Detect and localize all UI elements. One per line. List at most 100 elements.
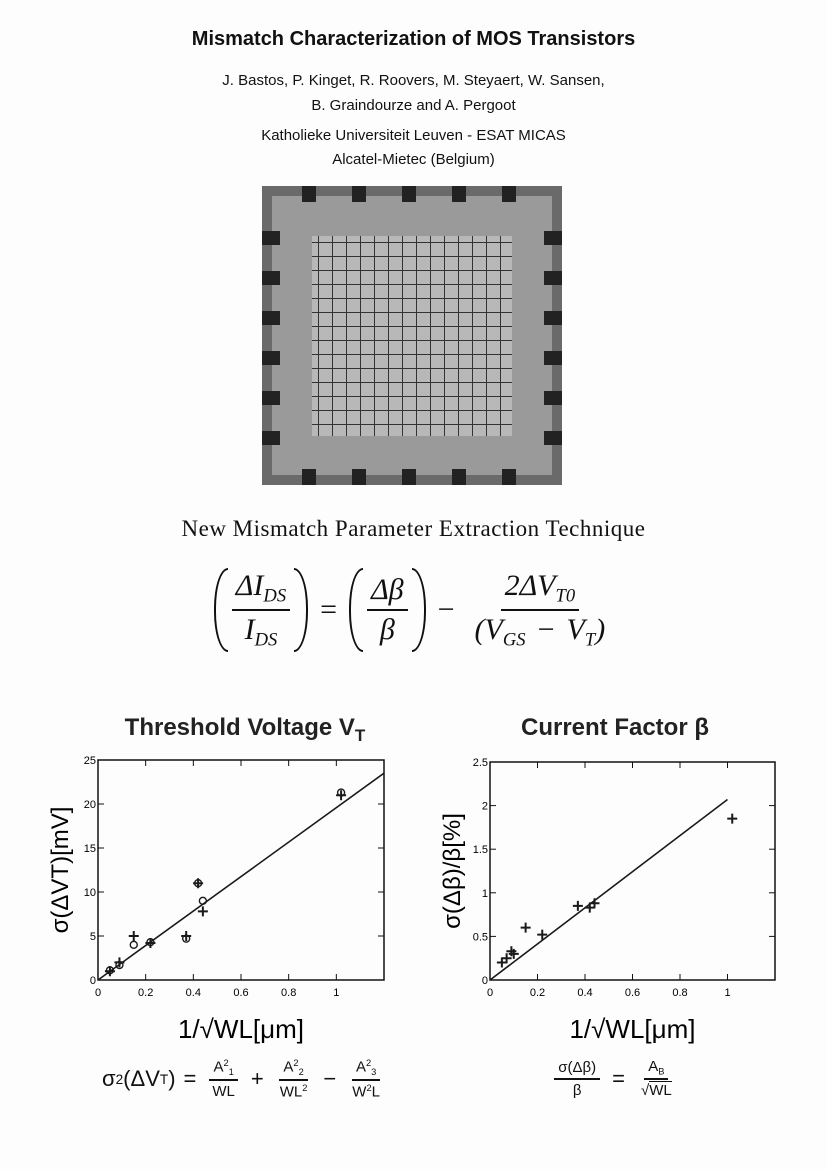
- marker-circle: [129, 940, 138, 950]
- math-text: ): [168, 1066, 176, 1092]
- paren-group: ΔIDS IDS: [213, 568, 309, 652]
- math-op: +: [250, 1066, 264, 1092]
- y-tick-label: 5: [90, 931, 96, 943]
- math-text: WL: [279, 1083, 303, 1101]
- math-text: L: [371, 1083, 380, 1101]
- math-sup: 2: [366, 1082, 372, 1093]
- math-sub: 3: [371, 1066, 377, 1077]
- math-text: WL: [212, 1083, 235, 1101]
- math-text: A: [648, 1058, 659, 1075]
- marker-plus: [589, 898, 600, 909]
- x-tick-label: 1: [724, 987, 730, 999]
- marker-plus: [508, 948, 519, 959]
- x-tick-label: 0.4: [577, 987, 592, 999]
- math-text: I: [244, 613, 255, 646]
- paren: [294, 568, 309, 652]
- marker-plus: [336, 790, 347, 801]
- marker-plus: [537, 929, 548, 940]
- section-title: New Mismatch Parameter Extraction Techni…: [181, 516, 646, 541]
- marker-plus: [501, 953, 512, 964]
- chart-title-text: Threshold Voltage V: [125, 714, 355, 741]
- numerator: Δβ: [367, 573, 408, 611]
- math-sup: 2: [115, 1071, 124, 1087]
- x-tick-label: 0: [95, 987, 101, 999]
- math-text: β: [572, 1081, 582, 1099]
- y-tick-label: 0.5: [473, 931, 488, 943]
- chart-title: Threshold Voltage VT: [125, 714, 366, 745]
- x-tick-label: 1: [333, 987, 339, 999]
- paren: [213, 568, 228, 652]
- math-text: σ: [102, 1066, 116, 1092]
- paren: [411, 568, 426, 652]
- math-text: A: [283, 1058, 294, 1076]
- numerator: σ(Δβ): [554, 1058, 601, 1080]
- math-op: −: [437, 593, 455, 626]
- x-tick-label: 0.6: [625, 987, 640, 999]
- numerator: A23: [351, 1058, 381, 1081]
- numerator: AB: [644, 1058, 669, 1081]
- fraction: A23 W2L: [348, 1058, 384, 1100]
- math-sup: 2: [293, 1058, 299, 1068]
- math-sub: T: [159, 1071, 169, 1087]
- numerator: 2ΔVT0: [500, 569, 580, 611]
- numerator: A22: [279, 1058, 308, 1081]
- math-text: √: [641, 1082, 650, 1100]
- marker-plus: [572, 900, 583, 911]
- fit-line: [97, 772, 385, 981]
- y-axis-label: σ(ΔVT)[mV]: [47, 807, 74, 934]
- math-text: σ(Δβ): [558, 1058, 597, 1076]
- marker-plus: [181, 931, 192, 941]
- x-axis-label: 1/√WL[μm]: [178, 1014, 304, 1044]
- math-sub: T: [584, 629, 596, 651]
- math-text: A: [213, 1058, 224, 1076]
- denominator: IDS: [241, 611, 282, 652]
- marker-plus: [114, 957, 125, 968]
- group-body: ΔIDS IDS: [228, 569, 294, 652]
- x-axis-label: 1/√WL[μm]: [569, 1014, 695, 1044]
- chart-title: Current Factor β: [521, 714, 709, 741]
- math-text: β: [379, 613, 395, 646]
- y-tick-label: 20: [84, 799, 96, 811]
- math-text: ): [595, 613, 606, 646]
- fraction: AB √WL: [637, 1058, 676, 1100]
- x-tick-label: 0.4: [186, 987, 201, 999]
- marker-plus: [727, 813, 738, 824]
- marker-plus: [496, 957, 507, 968]
- marker-plus: [128, 931, 139, 941]
- fraction: Δβ β: [367, 573, 408, 647]
- numerator: A21: [209, 1058, 238, 1082]
- affiliation: Katholieke Universiteit Leuven - ESAT MI…: [261, 127, 566, 144]
- charts: Threshold Voltage VT0 0.2 0.4 0.6 0.8 1051015…: [47, 714, 776, 1044]
- math-text: Δβ: [371, 573, 404, 606]
- marker-circle: [146, 937, 155, 947]
- marker-plus: [584, 902, 595, 913]
- denominator: W2L: [348, 1081, 384, 1101]
- marker-circle: [336, 788, 346, 797]
- marker-plus: [197, 906, 208, 917]
- x-tick-label: 0.2: [138, 987, 153, 999]
- math-sub: T0: [555, 585, 576, 606]
- numerator: ΔIDS: [231, 569, 291, 611]
- math-over: WL: [649, 1081, 672, 1100]
- y-tick-label: 0: [90, 975, 96, 987]
- denominator: WL: [208, 1081, 239, 1100]
- math-text: V: [566, 613, 585, 646]
- y-tick-label: 2.5: [473, 757, 488, 769]
- math-sup: 2: [302, 1082, 308, 1093]
- chart-title-text: Current Factor β: [521, 714, 709, 741]
- math-op: =: [612, 1065, 626, 1091]
- y-tick-label: 15: [84, 843, 96, 855]
- math-sub: 2: [298, 1066, 304, 1077]
- marker-circle: [181, 934, 191, 943]
- y-axis-label: σ(Δβ)/β[%]: [439, 813, 466, 929]
- group-body: Δβ β: [363, 573, 412, 647]
- denominator: β: [376, 611, 399, 647]
- math-sup: 2: [365, 1058, 372, 1068]
- math-sup: 2: [223, 1058, 229, 1069]
- y-tick-label: 1.5: [473, 844, 488, 856]
- math-op: −: [537, 613, 555, 646]
- title: Mismatch Characterization of MOS Transis…: [191, 28, 636, 50]
- marker-plus: [520, 922, 531, 933]
- denominator: WL2: [276, 1081, 312, 1101]
- fraction: ΔIDS IDS: [231, 569, 291, 652]
